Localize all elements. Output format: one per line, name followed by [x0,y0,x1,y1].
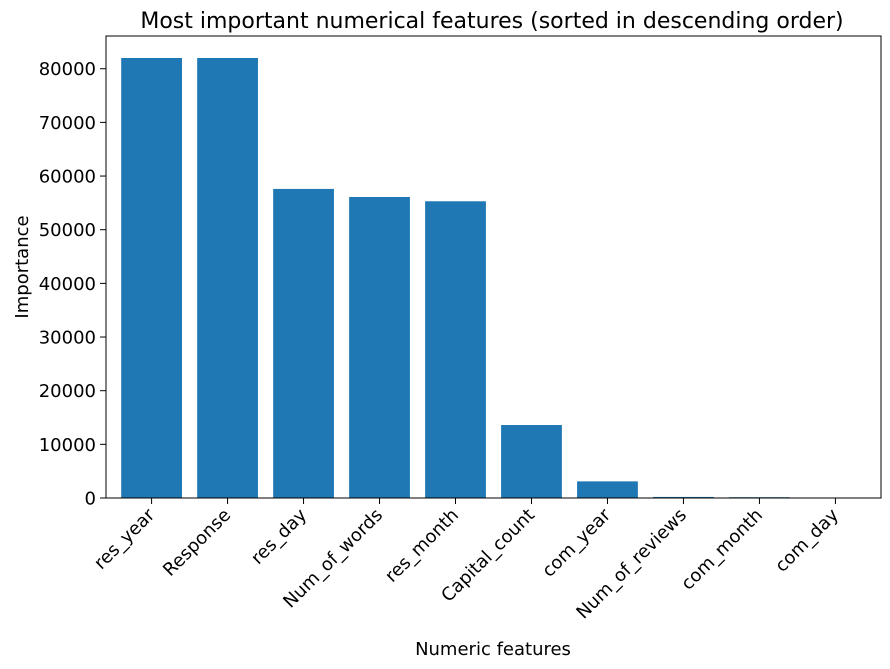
y-tick-label: 0 [85,489,96,510]
y-tick-label: 60000 [39,167,96,188]
x-axis: res_year Response res_dayNum_of_wordsres_m… [90,498,843,623]
y-tick-label: 20000 [39,381,96,402]
y-tick-label: 40000 [39,274,96,295]
x-tick-label: com_year [538,504,615,581]
bars-layer [121,58,866,499]
bar-response [197,58,258,498]
bar-res-month [425,201,486,498]
y-tick-label: 80000 [39,59,96,80]
y-axis-label: Importance [12,215,33,318]
bar-res-day [273,188,334,498]
y-tick-label: 50000 [39,220,96,241]
bar-num-of-reviews [653,496,714,498]
bar-res-year [121,58,182,498]
bar-capital-count [501,425,562,498]
y-tick-label: 10000 [39,435,96,456]
y-axis: 0 10000 20000 30000 40000 50000 60000 70000 8000… [39,59,106,510]
x-tick-label: res_day [247,504,311,568]
x-tick-label: res_month [381,505,463,587]
y-tick-label: 70000 [39,113,96,134]
bar-com-year [577,481,638,498]
x-tick-label: com_day [771,504,843,576]
chart-title: Most important numerical features (sorte… [140,9,843,34]
x-axis-label: Numeric features [415,639,571,660]
plot-frame [105,35,882,499]
y-tick-label: 30000 [39,328,96,349]
x-tick-label: com_month [677,505,767,595]
bar-num-of-words [349,196,410,499]
x-tick-label: res_year [90,504,159,573]
x-tick-label: Response [159,505,235,581]
